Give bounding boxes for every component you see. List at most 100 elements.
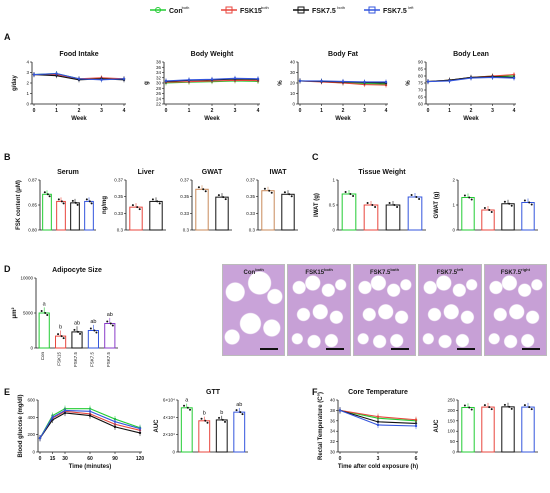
x-tick-label: 3 — [491, 108, 494, 114]
y-tick-label: 40 — [330, 398, 336, 403]
x-tick-label: 4 — [513, 108, 516, 114]
bar-dot — [463, 404, 466, 407]
chart-title: GTT — [206, 389, 221, 396]
data-point — [491, 76, 494, 79]
y-tick-label: 22 — [156, 102, 162, 107]
x-tick-label: 90 — [112, 456, 118, 462]
y-tick-label: 10000 — [20, 276, 33, 281]
bar-dot — [186, 406, 189, 409]
y-tick-label: 70 — [418, 88, 424, 93]
bar-dot — [290, 195, 293, 198]
x-tick-label: 1 — [55, 108, 58, 114]
y-tick-label: 0 — [32, 450, 35, 455]
y-tick-label: 65 — [418, 95, 424, 100]
y-tick-label: 24 — [156, 96, 162, 101]
x-tick-label: 15 — [50, 456, 56, 462]
data-point — [384, 80, 388, 84]
bar-dot — [530, 203, 533, 206]
bar-dot — [503, 200, 506, 203]
y-tick-label: 0.33 — [114, 211, 123, 216]
x-axis-label: Time after cold exposure (h) — [338, 464, 418, 470]
bar-dot — [62, 202, 65, 205]
y-tick-label: 85 — [418, 67, 424, 72]
bar-dot — [510, 204, 513, 207]
bar-dot — [156, 200, 159, 203]
legend-label: FSK7.5 — [383, 8, 407, 15]
data-point — [32, 73, 36, 76]
bar-dot — [523, 404, 526, 407]
legend-marker — [155, 7, 161, 13]
y-tick-label: 0.87 — [28, 178, 37, 183]
x-tick-label: 60 — [87, 456, 93, 462]
bar-dot — [222, 196, 225, 199]
y-tick-label: 4 — [26, 60, 29, 65]
bar — [461, 197, 475, 231]
y-axis-label: Blood glucose (mg/dl) — [18, 395, 24, 458]
category-label: FSK7.5 — [106, 352, 111, 368]
y-tick-label: 0 — [292, 102, 295, 107]
y-tick-label: 0.3 — [117, 228, 124, 233]
bar-annotation: b — [59, 325, 62, 331]
data-point — [100, 78, 103, 82]
series-line — [39, 412, 141, 439]
data-point — [77, 77, 81, 81]
data-point — [38, 436, 42, 440]
histology-image-fsk75-both: FSK7.5both — [352, 264, 417, 356]
data-point — [469, 76, 473, 80]
bar-dot — [109, 322, 112, 325]
bar-dot — [528, 406, 531, 409]
y-tick-label: 80 — [418, 74, 424, 79]
bar-dot — [488, 209, 491, 211]
bar-dot — [197, 186, 200, 189]
y-tick-label: 0.35 — [114, 194, 123, 199]
bar-dot — [410, 194, 413, 196]
histology-label: FSK7.5 — [500, 270, 522, 276]
bar-dot — [62, 337, 65, 340]
chart-title: Tissue Weight — [358, 169, 406, 176]
y-tick-label: 90 — [418, 60, 424, 65]
y-tick-label: 30 — [156, 81, 162, 86]
y-tick-label: 0.37 — [180, 178, 189, 183]
bar-dot — [470, 198, 473, 201]
histology-row: Conboth FSK15both FSK7.5both FSK7.5left … — [222, 264, 548, 356]
legend-sup: both — [182, 5, 190, 10]
bar — [481, 406, 495, 453]
y-tick-label: 0.35 — [180, 194, 189, 199]
x-tick-label: 4 — [385, 108, 388, 114]
bar — [56, 200, 66, 231]
bar-annotation: a — [43, 301, 47, 307]
y-tick-label: 0 — [26, 102, 29, 107]
y-tick-label: 0.33 — [180, 211, 189, 216]
histology-label-sup: both — [255, 267, 264, 272]
bar — [198, 420, 211, 453]
bar-dot — [60, 335, 63, 338]
bar-dot — [88, 200, 91, 203]
data-point — [512, 73, 516, 76]
bar — [149, 200, 163, 231]
chart-title: Food Intake — [59, 51, 98, 58]
y-tick-label: 0.37 — [114, 178, 123, 183]
x-tick-label: 1 — [320, 108, 323, 114]
bar-dot — [131, 204, 134, 207]
y-tick-label: 0.35 — [246, 194, 255, 199]
y-tick-label: 0 — [332, 228, 335, 233]
x-tick-label: 0 — [299, 108, 302, 114]
bar-dot — [371, 204, 374, 206]
bar-dot — [503, 403, 506, 406]
bar-dot — [44, 312, 47, 314]
bar-dot — [136, 206, 139, 209]
legend-sup: both — [261, 5, 269, 10]
histology-label-sup: right — [521, 267, 530, 272]
data-point — [376, 423, 380, 427]
bar — [195, 188, 209, 231]
bar-dot — [46, 193, 49, 196]
y-tick-label: 0 — [172, 450, 175, 455]
data-point — [122, 77, 126, 81]
bar-dot — [523, 199, 526, 202]
y-tick-label: 38 — [156, 60, 162, 65]
bar-dot — [90, 202, 93, 205]
bar — [70, 202, 80, 231]
bar — [385, 204, 401, 231]
category-label: Con — [40, 352, 45, 361]
bar-annotation: ab — [74, 320, 80, 326]
